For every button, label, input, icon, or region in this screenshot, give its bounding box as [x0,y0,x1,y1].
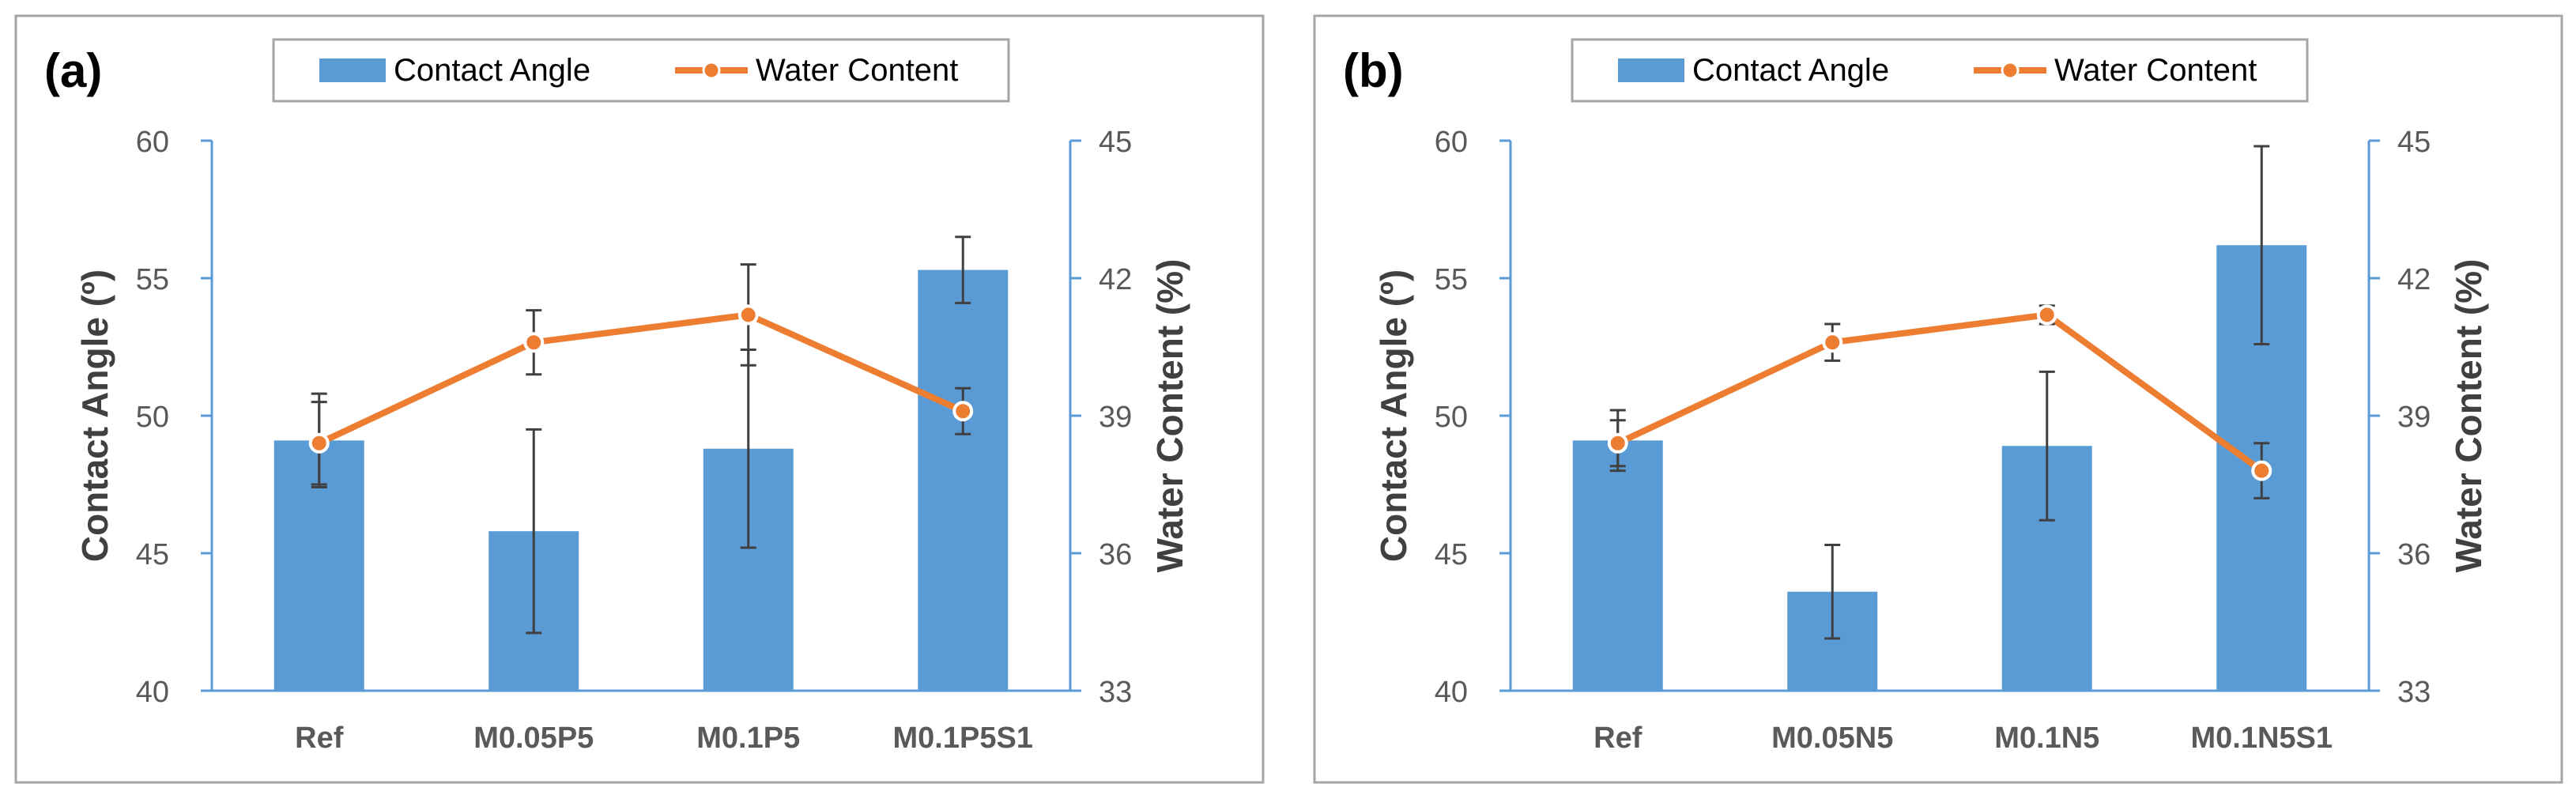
y-tick-label-left: 60 [136,126,169,159]
x-tick-label: Ref [295,722,344,755]
legend-bar-label: Contact Angle [1692,53,1889,88]
line-water-content [318,311,964,447]
y-tick-label-left: 60 [1435,126,1468,159]
point-water-content [308,432,330,454]
y-tick-label-right: 36 [1099,538,1132,571]
bar-contact-angle [1572,440,1663,691]
y-tick-label-right: 39 [2397,401,2431,434]
y-tick-label-right: 45 [2397,126,2431,159]
panel-label: (b) [1343,44,1404,97]
y-tick-label-left: 45 [136,538,169,571]
x-tick-label: M0.1N5 [1994,722,2099,755]
point-water-content [1822,332,1843,353]
chart-frame [1313,14,2563,784]
point-water-content [2036,304,2057,326]
legend-line-marker [2001,61,2020,80]
x-tick-label: M0.1P5 [696,722,800,755]
point-water-content [737,304,759,326]
bar-contact-angle [918,269,1009,691]
y-tick-label-left: 55 [136,263,169,296]
point-water-content [523,332,545,353]
point-water-content [952,401,974,422]
y-axis-title-left: Contact Angle (º) [1373,269,1414,562]
line-water-content [1616,311,2264,473]
chart-panel-b: (b) Contact Angle Water Content 40 45 50 55 60 3… [1313,14,2563,784]
legend-bar-swatch [1618,58,1684,82]
x-tick-label: M0.1P5S1 [893,722,1033,755]
legend-bar-label: Contact Angle [394,53,590,88]
legend-line-label: Water Content [2054,53,2257,88]
y-tick-label-right: 33 [2397,676,2431,709]
y-tick-label-left: 40 [136,676,169,709]
y-tick-label-left: 40 [1435,676,1468,709]
x-tick-label: M0.1N5S1 [2190,722,2333,755]
y-tick-label-right: 42 [1099,263,1132,296]
y-axis-title-right: Water Content (%) [2448,259,2489,573]
panel-label: (a) [44,44,102,97]
point-water-content [1607,432,1628,454]
y-axis-title-right: Water Content (%) [1149,259,1190,573]
x-tick-label: M0.05N5 [1771,722,1893,755]
x-tick-label: M0.05P5 [473,722,594,755]
y-tick-label-right: 42 [2397,263,2431,296]
y-tick-label-right: 33 [1099,676,1132,709]
y-tick-label-left: 50 [136,401,169,434]
y-tick-label-left: 55 [1435,263,1468,296]
x-tick-label: Ref [1593,722,1643,755]
y-axis-title-left: Contact Angle (º) [74,269,115,562]
y-tick-label-left: 50 [1435,401,1468,434]
legend-bar-swatch [319,58,386,82]
y-tick-label-right: 39 [1099,401,1132,434]
chart-frame [14,14,1265,784]
y-tick-label-right: 36 [2397,538,2431,571]
y-tick-label-right: 45 [1099,126,1132,159]
point-water-content [2251,460,2272,481]
legend-line-marker [702,61,721,80]
y-tick-label-left: 45 [1435,538,1468,571]
legend-box [1571,38,2309,103]
chart-panel-a: (a) Contact Angle Water Content 40 45 50 55 60 3… [14,14,1265,784]
legend-line-label: Water Content [756,53,958,88]
legend-box [272,38,1010,103]
